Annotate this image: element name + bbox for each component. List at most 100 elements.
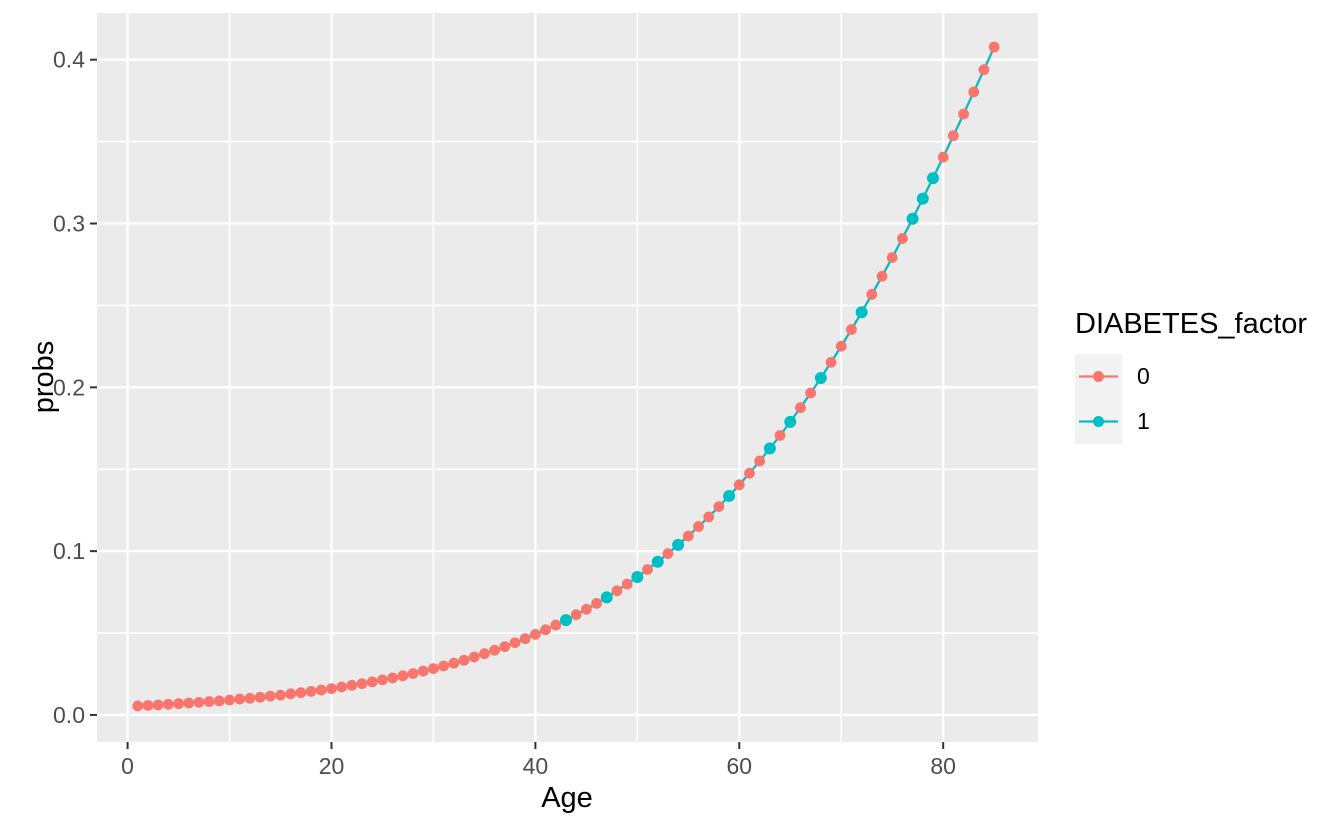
data-point-series-0 <box>519 633 531 645</box>
legend-label-series-0: 0 <box>1137 363 1150 389</box>
data-point-series-0 <box>886 252 898 263</box>
data-point-series-0 <box>703 511 715 523</box>
data-point-series-0 <box>489 644 501 656</box>
data-point-series-0 <box>662 548 674 560</box>
data-point-series-0 <box>183 697 195 709</box>
data-point-series-0 <box>397 670 409 682</box>
data-point-series-0 <box>479 648 490 660</box>
data-point-series-0 <box>876 270 888 282</box>
data-point-series-0 <box>295 687 307 699</box>
data-point-series-1 <box>723 489 736 502</box>
x-tick-label: 40 <box>523 753 549 779</box>
data-point-series-0 <box>509 637 521 649</box>
data-point-series-0 <box>366 676 378 688</box>
data-point-series-0 <box>254 691 266 703</box>
data-point-series-0 <box>407 668 419 679</box>
data-point-series-0 <box>132 700 144 712</box>
y-tick-label: 0.1 <box>53 538 85 564</box>
data-point-series-0 <box>540 624 551 636</box>
data-point-series-0 <box>611 585 623 597</box>
data-point-series-0 <box>693 521 704 532</box>
data-point-series-1 <box>631 571 644 584</box>
data-point-series-0 <box>346 679 358 691</box>
legend-key-glyph-line-point-icon <box>1079 416 1118 427</box>
data-point-series-0 <box>315 684 327 696</box>
x-tick-label: 80 <box>930 753 956 779</box>
data-point-series-0 <box>846 324 857 335</box>
data-point-series-0 <box>326 683 337 694</box>
data-point-series-0 <box>866 289 878 300</box>
data-point-series-0 <box>642 564 653 575</box>
data-point-series-0 <box>275 689 286 701</box>
x-axis-title: Age <box>541 782 593 814</box>
data-point-series-0 <box>142 700 154 711</box>
legend-point-icon <box>1093 416 1104 427</box>
data-point-series-0 <box>162 698 174 710</box>
data-point-series-0 <box>947 130 959 142</box>
data-point-series-1 <box>559 614 572 627</box>
data-point-series-0 <box>224 694 235 706</box>
data-point-series-0 <box>897 233 908 244</box>
legend-key-glyph-line-point-icon <box>1079 371 1118 382</box>
data-point-series-0 <box>193 696 205 708</box>
data-point-series-0 <box>682 530 694 542</box>
data-point-series-0 <box>570 609 582 621</box>
data-point-series-0 <box>468 651 480 663</box>
data-point-series-0 <box>356 678 368 690</box>
data-point-series-1 <box>814 371 827 384</box>
data-point-series-0 <box>835 340 847 352</box>
data-point-series-1 <box>916 192 929 205</box>
data-point-series-0 <box>458 654 470 666</box>
data-point-series-0 <box>754 455 766 467</box>
legend-key-series-0 <box>1075 354 1122 399</box>
x-tick-label: 60 <box>726 753 752 779</box>
data-point-series-0 <box>825 356 837 368</box>
data-point-series-0 <box>428 663 439 675</box>
data-point-series-1 <box>906 212 919 225</box>
legend-label-series-1: 1 <box>1137 408 1150 434</box>
data-point-series-0 <box>203 696 215 707</box>
data-point-series-0 <box>213 695 225 707</box>
data-point-series-0 <box>448 657 460 669</box>
data-point-series-0 <box>968 86 980 98</box>
legend-entry-1: 1 <box>1075 399 1307 444</box>
data-point-series-0 <box>713 501 725 512</box>
data-point-series-0 <box>417 665 429 677</box>
legend-title: DIABETES_factor <box>1075 308 1308 340</box>
data-point-series-0 <box>152 699 164 711</box>
y-axis-title: probs <box>27 340 60 414</box>
legend: DIABETES_factor 0 1 <box>1075 310 1307 444</box>
data-point-series-0 <box>550 619 562 631</box>
data-point-series-0 <box>387 672 399 684</box>
data-point-series-0 <box>285 688 297 700</box>
data-point-series-0 <box>744 467 755 479</box>
y-tick-label: 0.2 <box>53 374 85 400</box>
data-point-series-0 <box>978 64 990 76</box>
data-point-series-1 <box>763 442 776 455</box>
data-point-series-0 <box>591 598 602 609</box>
data-point-series-1 <box>600 591 613 604</box>
y-tick-label: 0.3 <box>53 211 85 237</box>
data-point-series-1 <box>651 555 664 568</box>
data-point-series-0 <box>529 628 541 640</box>
data-point-series-1 <box>784 415 797 428</box>
y-tick-label: 0.4 <box>53 47 85 73</box>
data-point-series-0 <box>937 151 949 163</box>
data-point-series-0 <box>621 578 633 590</box>
data-point-series-0 <box>234 693 246 705</box>
data-point-series-0 <box>988 41 1000 53</box>
data-point-series-0 <box>580 603 592 615</box>
data-point-series-1 <box>672 538 685 551</box>
legend-key-series-1 <box>1075 399 1122 444</box>
data-point-series-0 <box>499 641 511 653</box>
legend-entry-0: 0 <box>1075 354 1307 399</box>
data-point-series-1 <box>855 306 868 319</box>
data-point-series-0 <box>805 387 817 399</box>
data-point-series-0 <box>795 402 806 414</box>
data-point-series-0 <box>733 479 745 491</box>
x-tick-label: 20 <box>319 753 345 779</box>
data-point-series-0 <box>774 430 786 441</box>
data-point-series-0 <box>377 674 388 686</box>
